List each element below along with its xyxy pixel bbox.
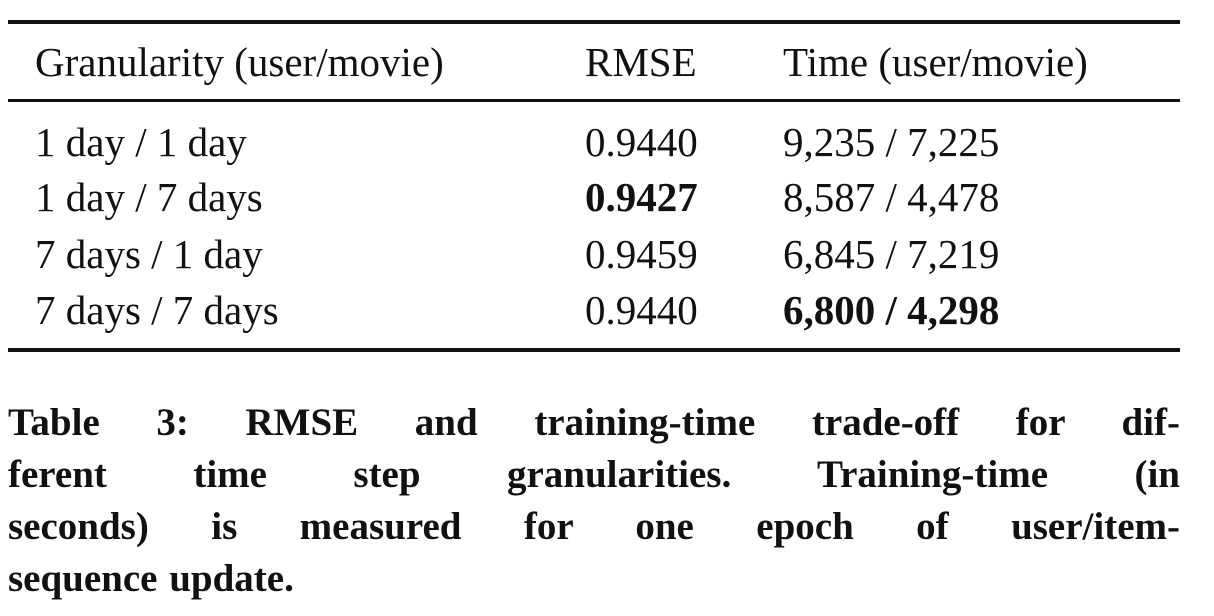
table-cell: 0.9427	[585, 174, 698, 220]
table-cell: 0.9440	[585, 287, 698, 333]
table-cell: 1 day / 1 day	[35, 119, 247, 165]
caption-line: seconds) is measured for one epoch of us…	[8, 505, 1180, 548]
table-cell: 8,587 / 4,478	[783, 174, 1000, 220]
header-cell: Time (user/movie)	[783, 39, 1088, 85]
header-cell: RMSE	[585, 39, 697, 85]
bottom-rule	[8, 348, 1180, 352]
table-cell: 7 days / 7 days	[35, 287, 279, 333]
caption-line: Table 3: RMSE and training-time trade-of…	[8, 401, 1180, 444]
table-cell: 0.9459	[585, 231, 698, 277]
mid-rule	[8, 99, 1180, 102]
table-cell: 6,800 / 4,298	[783, 287, 1000, 333]
table-cell: 6,845 / 7,219	[783, 231, 1000, 277]
table-cell: 0.9440	[585, 119, 698, 165]
header-cell: Granularity (user/movie)	[35, 39, 444, 85]
top-rule	[8, 20, 1180, 24]
caption-line: ferent time step granularities. Training…	[8, 453, 1180, 496]
table-cell: 7 days / 1 day	[35, 231, 263, 277]
caption-line: sequence update.	[8, 557, 294, 600]
table-cell: 1 day / 7 days	[35, 174, 263, 220]
table-cell: 9,235 / 7,225	[783, 119, 1000, 165]
